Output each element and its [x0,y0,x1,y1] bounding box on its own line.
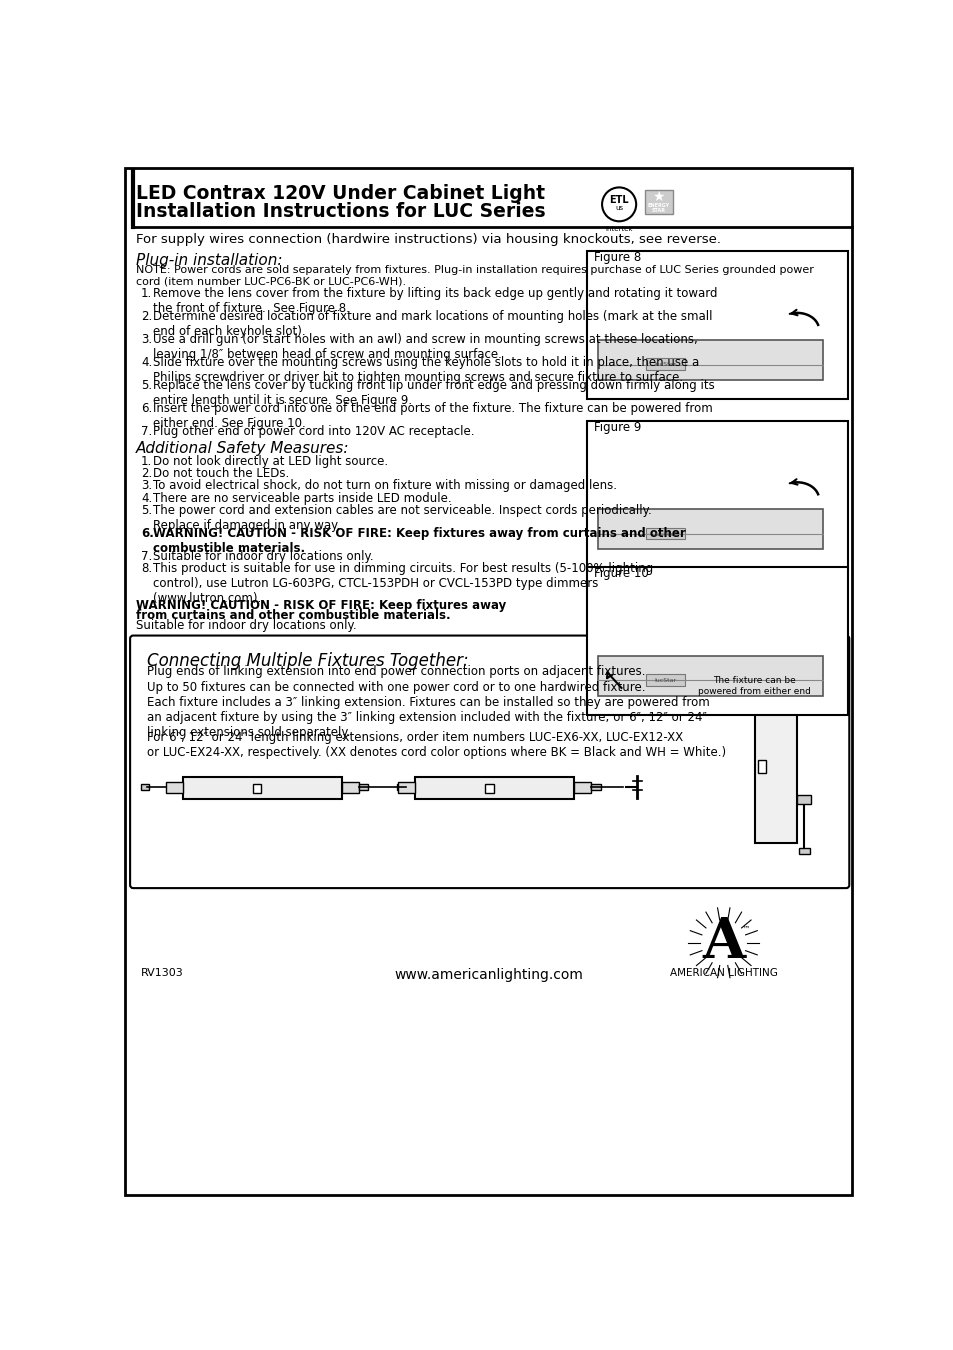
Text: 4.: 4. [141,356,152,369]
Text: Figure 9: Figure 9 [593,421,640,433]
Text: For supply wires connection (hardwire instructions) via housing knockouts, see r: For supply wires connection (hardwire in… [136,232,720,246]
Text: Additional Safety Measures:: Additional Safety Measures: [136,440,350,456]
Text: Do not look directly at LED light source.: Do not look directly at LED light source… [153,455,388,467]
Text: Plug-in installation:: Plug-in installation: [136,252,282,267]
Text: Remove the lens cover from the fixture by lifting its back edge up gently and ro: Remove the lens cover from the fixture b… [153,286,717,315]
Text: Do not touch the LEDs.: Do not touch the LEDs. [153,467,290,479]
Text: Figure 8: Figure 8 [593,251,640,265]
Text: Suitable for indoor dry locations only.: Suitable for indoor dry locations only. [136,620,356,632]
Text: 4.: 4. [141,491,152,505]
Text: Plug ends of linking extension into end power connection ports on adjacent fixtu: Plug ends of linking extension into end … [147,664,645,678]
Bar [598,656,822,695]
Bar [166,782,183,792]
Text: Connecting Multiple Fixtures Together:: Connecting Multiple Fixtures Together: [147,652,468,671]
Text: 7.: 7. [141,425,152,439]
Bar [415,778,574,799]
Bar [757,760,765,774]
Text: us: us [615,205,622,211]
Bar [397,782,415,792]
Bar [797,795,810,805]
Text: Slide fixture over the mounting screws using the keyhole slots to hold it in pla: Slide fixture over the mounting screws u… [153,356,699,383]
Text: ETL: ETL [609,194,628,205]
Text: lucStar: lucStar [654,362,676,367]
Text: The power cord and extension cables are not serviceable. Inspect cords periodica: The power cord and extension cables are … [153,504,652,532]
Text: WARNING! CAUTION - RISK OF FIRE: Keep fixtures away from curtains and other
comb: WARNING! CAUTION - RISK OF FIRE: Keep fi… [153,526,685,555]
Text: This product is suitable for use in dimming circuits. For best results (5-100% l: This product is suitable for use in dimm… [153,563,653,605]
Text: 6.: 6. [141,402,152,416]
Text: Figure 10: Figure 10 [593,567,648,580]
Text: WARNING! CAUTION - RISK OF FIRE: Keep fixtures away: WARNING! CAUTION - RISK OF FIRE: Keep fi… [136,599,506,613]
Text: 6.: 6. [141,526,153,540]
Text: STAR: STAR [651,208,665,213]
Text: Determine desired location of fixture and mark locations of mounting holes (mark: Determine desired location of fixture an… [153,310,712,338]
Text: 3.: 3. [141,333,152,346]
Bar [574,782,591,792]
Text: Replace the lens cover by tucking front lip under front edge and pressing down f: Replace the lens cover by tucking front … [153,379,715,408]
Bar [645,528,684,539]
Bar [754,693,797,842]
Text: A: A [701,915,744,971]
Bar [645,674,684,686]
Text: ENERGY: ENERGY [647,204,669,208]
Text: ★: ★ [652,190,664,204]
Text: AMERICAN LIGHTING: AMERICAN LIGHTING [669,968,777,979]
Text: Use a drill gun (or start holes with an awl) and screw in mounting screws at the: Use a drill gun (or start holes with an … [153,333,698,360]
Text: 8.: 8. [141,563,152,575]
Bar [141,784,149,790]
Text: 5.: 5. [141,379,152,391]
Text: Intertek: Intertek [605,225,632,232]
Text: Insert the power cord into one of the end ports of the fixture. The fixture can : Insert the power cord into one of the en… [153,402,712,431]
Bar [484,784,493,792]
Text: 7.: 7. [141,549,152,563]
Bar [183,778,341,799]
Bar [591,784,599,790]
Bar [396,784,406,790]
Bar [798,848,809,855]
Text: ™: ™ [740,925,749,933]
Bar [587,567,847,716]
Bar [587,421,847,568]
Text: 1.: 1. [141,286,152,300]
Text: LED Contrax 120V Under Cabinet Light: LED Contrax 120V Under Cabinet Light [136,184,545,202]
Text: For 6″, 12″ or 24″ length linking extensions, order item numbers LUC-EX6-XX, LUC: For 6″, 12″ or 24″ length linking extens… [147,732,725,759]
Text: 5.: 5. [141,504,152,517]
Text: lucStar: lucStar [654,678,676,683]
Text: There are no serviceable parts inside LED module.: There are no serviceable parts inside LE… [153,491,452,505]
Bar [644,190,672,215]
FancyBboxPatch shape [130,636,848,888]
Text: www.americanlighting.com: www.americanlighting.com [395,968,582,983]
Text: Installation Instructions for LUC Series: Installation Instructions for LUC Series [136,202,545,221]
Text: To avoid electrical shock, do not turn on fixture with missing or damaged lens.: To avoid electrical shock, do not turn o… [153,479,617,493]
Text: 2.: 2. [141,467,152,479]
Bar [598,340,822,379]
Text: RV1303: RV1303 [141,968,184,979]
Text: Plug other end of power cord into 120V AC receptacle.: Plug other end of power cord into 120V A… [153,425,475,439]
Text: lucStar: lucStar [654,532,676,536]
Text: Up to 50 fixtures can be connected with one power cord or to one hardwired fixtu: Up to 50 fixtures can be connected with … [147,680,709,738]
Text: 2.: 2. [141,310,152,323]
Bar [358,784,368,790]
Bar [587,251,847,400]
Bar [598,509,822,549]
Bar [253,784,261,792]
Bar [645,358,684,370]
Text: from curtains and other combustible materials.: from curtains and other combustible mate… [136,609,451,622]
Text: The fixture can be
powered from either end: The fixture can be powered from either e… [698,676,810,695]
Bar [341,782,358,792]
Text: 1.: 1. [141,455,152,467]
Text: NOTE: Power cords are sold separately from fixtures. Plug-in installation requir: NOTE: Power cords are sold separately fr… [136,265,813,286]
Text: Suitable for indoor dry locations only.: Suitable for indoor dry locations only. [153,549,374,563]
Text: 3.: 3. [141,479,152,493]
